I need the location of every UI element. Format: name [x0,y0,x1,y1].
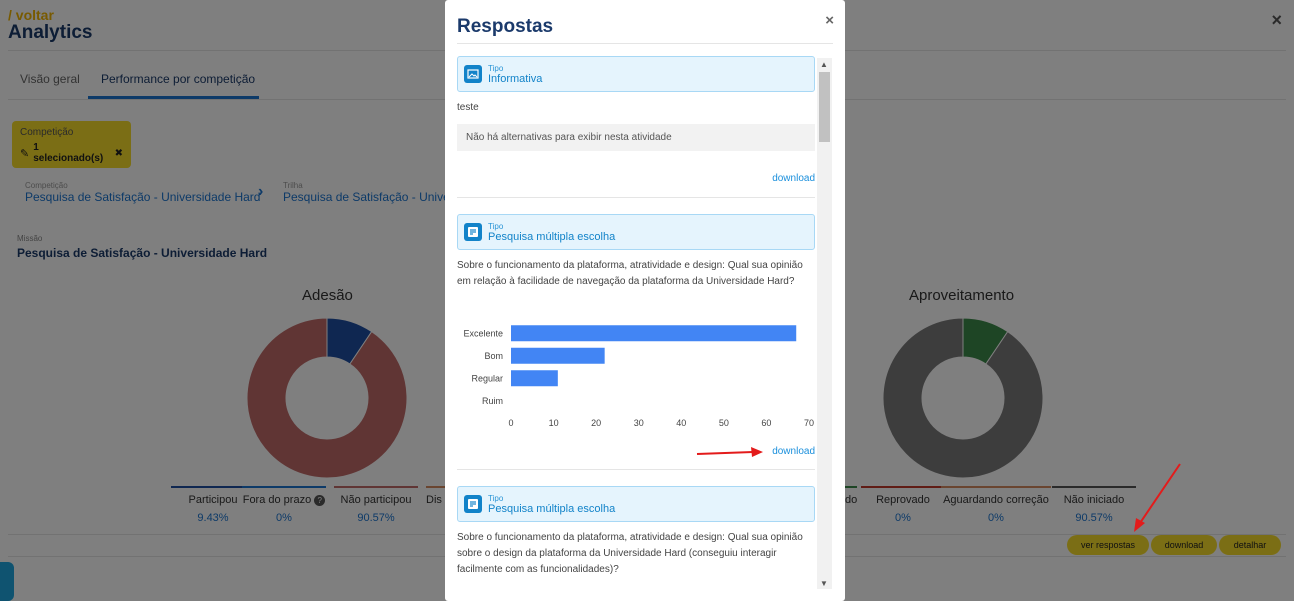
x-tick-label: 70 [804,418,814,428]
question-card: Tipo Informativa teste Não há alternativ… [457,56,815,151]
no-alternatives-message: Não há alternativas para exibir nesta at… [457,124,815,151]
modal-scrollbar[interactable]: ▲ ▼ [817,58,832,589]
x-tick-label: 30 [634,418,644,428]
question-card: Tipo Pesquisa múltipla escolha Sobre o f… [457,214,815,290]
type-label: Tipo [488,63,504,73]
list-icon [464,495,482,513]
modal-close-icon[interactable]: × [825,12,834,29]
x-tick-label: 0 [508,418,513,428]
question-type-box: Tipo Pesquisa múltipla escolha [457,486,815,522]
question-download-link[interactable]: download [772,446,815,457]
question-card: Tipo Pesquisa múltipla escolha Sobre o f… [457,486,815,578]
question-text: teste [457,102,479,113]
category-label: Regular [471,373,503,383]
annotation-arrow-icon [696,447,763,457]
type-label: Tipo [488,221,504,231]
x-tick-label: 20 [591,418,601,428]
bar-bom[interactable] [511,347,605,364]
x-tick-label: 60 [761,418,771,428]
scrollbar-thumb[interactable] [819,72,830,142]
divider [457,43,833,44]
responses-bar-chart: Excelente Bom Regular Ruim 0 10 20 30 40 50 60 70 [463,325,814,428]
type-value: Pesquisa múltipla escolha [488,502,616,515]
annotation-arrow-icon [1134,463,1181,532]
category-label: Excelente [463,328,503,338]
type-label: Tipo [488,493,504,503]
x-tick-label: 40 [676,418,686,428]
type-value: Pesquisa múltipla escolha [488,230,616,243]
bar-excelente[interactable] [511,325,797,342]
type-value: Informativa [488,72,543,85]
question-download-link[interactable]: download [772,173,815,184]
divider [457,469,815,470]
divider [457,197,815,198]
category-label: Bom [484,351,503,361]
modal-title: Respostas [457,16,554,37]
category-label: Ruim [482,396,503,406]
x-tick-label: 10 [549,418,559,428]
question-text: Sobre o funcionamento da plataforma, atr… [457,260,803,287]
list-icon [464,223,482,241]
responses-list[interactable]: Tipo Informativa teste Não há alternativ… [457,56,815,601]
scroll-up-icon[interactable]: ▲ [820,60,828,69]
image-icon [464,65,482,83]
question-type-box: Tipo Pesquisa múltipla escolha [457,214,815,250]
x-tick-label: 50 [719,418,729,428]
bar-regular[interactable] [511,370,558,387]
question-type-box: Tipo Informativa [457,56,815,92]
scroll-down-icon[interactable]: ▼ [820,579,828,588]
question-text: Sobre o funcionamento da plataforma, atr… [457,532,803,575]
respostas-modal: Respostas × Tipo Informativa teste Não h… [445,0,845,601]
